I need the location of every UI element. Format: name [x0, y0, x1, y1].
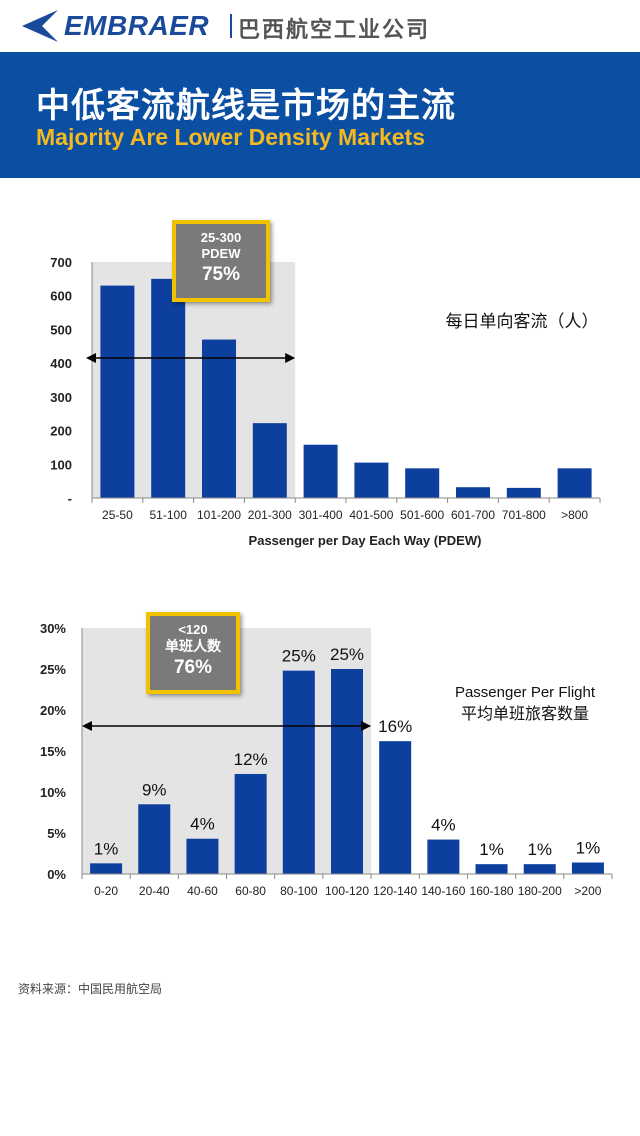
range-arrow-right-head	[361, 721, 372, 731]
company-name-cn: 巴西航空工业公司	[238, 17, 431, 42]
y-tick-label: 400	[50, 356, 72, 371]
series-label-cn: 平均单班旅客数量	[461, 704, 589, 723]
callout-percent: 76%	[173, 656, 213, 678]
data-label: 12%	[234, 750, 268, 769]
data-label: 25%	[282, 647, 316, 666]
y-tick-label: 500	[50, 322, 72, 337]
bar	[571, 862, 604, 874]
series-label-cn: 每日单向客流（人）	[446, 312, 599, 332]
bar	[456, 487, 490, 498]
pdew-callout: 25-300 PDEW 75%	[172, 220, 270, 302]
data-label: 4%	[190, 815, 215, 834]
x-tick-label: 701-800	[502, 508, 546, 522]
bar	[557, 468, 592, 498]
x-tick-label: >200	[574, 884, 601, 898]
x-tick-label: 180-200	[518, 884, 562, 898]
bar	[379, 741, 412, 874]
bar	[202, 339, 236, 498]
x-tick-label: 601-700	[451, 508, 495, 522]
bar	[151, 278, 186, 498]
range-arrow-left-head	[86, 353, 96, 363]
x-tick-label: 401-500	[349, 508, 393, 522]
y-tick-label: 5%	[47, 826, 66, 841]
y-tick-label: 300	[50, 390, 72, 405]
x-tick-label: 20-40	[139, 884, 170, 898]
data-label: 1%	[94, 839, 119, 858]
x-tick-label: 25-50	[102, 508, 133, 522]
bar	[100, 285, 135, 498]
x-tick-label: 40-60	[187, 884, 218, 898]
data-label: 25%	[330, 645, 364, 664]
logo-divider	[230, 14, 232, 38]
y-tick-label: 200	[50, 424, 72, 439]
x-tick-label: 60-80	[235, 884, 266, 898]
bar	[138, 804, 171, 874]
data-label: 16%	[378, 717, 412, 736]
bar	[405, 468, 440, 498]
logo-text: EMBRAER	[64, 10, 210, 41]
y-tick-label: 30%	[40, 621, 66, 636]
x-tick-label: 100-120	[325, 884, 369, 898]
callout-percent: 75%	[201, 263, 241, 285]
callout-unit: 单班人数	[165, 638, 221, 655]
bar	[354, 462, 389, 498]
range-arrow-right-head	[285, 353, 296, 363]
series-label-en: Passenger Per Flight	[455, 684, 596, 701]
bar	[523, 864, 556, 874]
x-tick-label: 101-200	[197, 508, 241, 522]
bar	[506, 487, 541, 498]
x-tick-label: 140-160	[421, 884, 465, 898]
data-label: 9%	[142, 780, 167, 799]
page-title-cn: 中低客流航线是市场的主流	[36, 87, 456, 125]
callout-range: 25-300	[200, 230, 242, 245]
data-label: 1%	[479, 840, 504, 859]
bar	[90, 863, 123, 874]
passenger-per-flight-bar-chart: 0-20 1% 20-40 9% 40-60 4% 60-80 12% 80-100 25% 100…	[40, 621, 613, 898]
title-banner: 中低客流航线是市场的主流 Majority Are Lower Density …	[0, 52, 640, 178]
data-label: 4%	[431, 816, 456, 835]
bar	[331, 669, 363, 874]
data-label: 1%	[576, 839, 601, 858]
y-tick-label: 20%	[40, 703, 66, 718]
y-tick-label: 10%	[40, 785, 66, 800]
pdew-bar-chart: 25-50 51-100 101-200 201-300 301-400 401-500 5…	[50, 255, 601, 548]
bar	[234, 773, 267, 874]
embraer-logo-icon	[22, 10, 58, 42]
y-tick-label: 25%	[40, 662, 66, 677]
y-tick-label: 0%	[47, 867, 66, 882]
bar	[252, 423, 287, 498]
y-tick-label: 600	[50, 289, 72, 304]
x-tick-label: 160-180	[470, 884, 514, 898]
flight-callout: <120 单班人数 76%	[146, 612, 240, 694]
x-tick-label: 120-140	[373, 884, 417, 898]
y-tick-label: 15%	[40, 744, 66, 759]
x-tick-label: 301-400	[299, 508, 343, 522]
bar	[303, 444, 338, 498]
y-tick-label: 700	[50, 255, 72, 270]
x-axis-title: Passenger per Day Each Way (PDEW)	[249, 533, 482, 548]
y-tick-label: 100	[50, 457, 72, 472]
bar	[427, 839, 460, 874]
page-title-en: Majority Are Lower Density Markets	[36, 124, 425, 150]
callout-range: <120	[178, 622, 208, 637]
y-tick-label: -	[68, 491, 72, 506]
x-tick-label: 201-300	[248, 508, 292, 522]
bar	[475, 864, 508, 874]
logo-bar: EMBRAER 巴西航空工业公司	[0, 0, 640, 52]
callout-unit: PDEW	[201, 246, 241, 262]
data-label: 1%	[527, 840, 552, 859]
x-tick-label: >800	[561, 508, 588, 522]
x-tick-label: 51-100	[150, 508, 188, 522]
x-tick-label: 80-100	[280, 884, 318, 898]
range-arrow-left-head	[82, 721, 92, 731]
source-note: 资料来源：中国民用航空局	[18, 982, 163, 996]
bar	[282, 670, 315, 874]
x-tick-label: 501-600	[400, 508, 444, 522]
bar	[186, 838, 219, 874]
x-tick-label: 0-20	[94, 884, 118, 898]
